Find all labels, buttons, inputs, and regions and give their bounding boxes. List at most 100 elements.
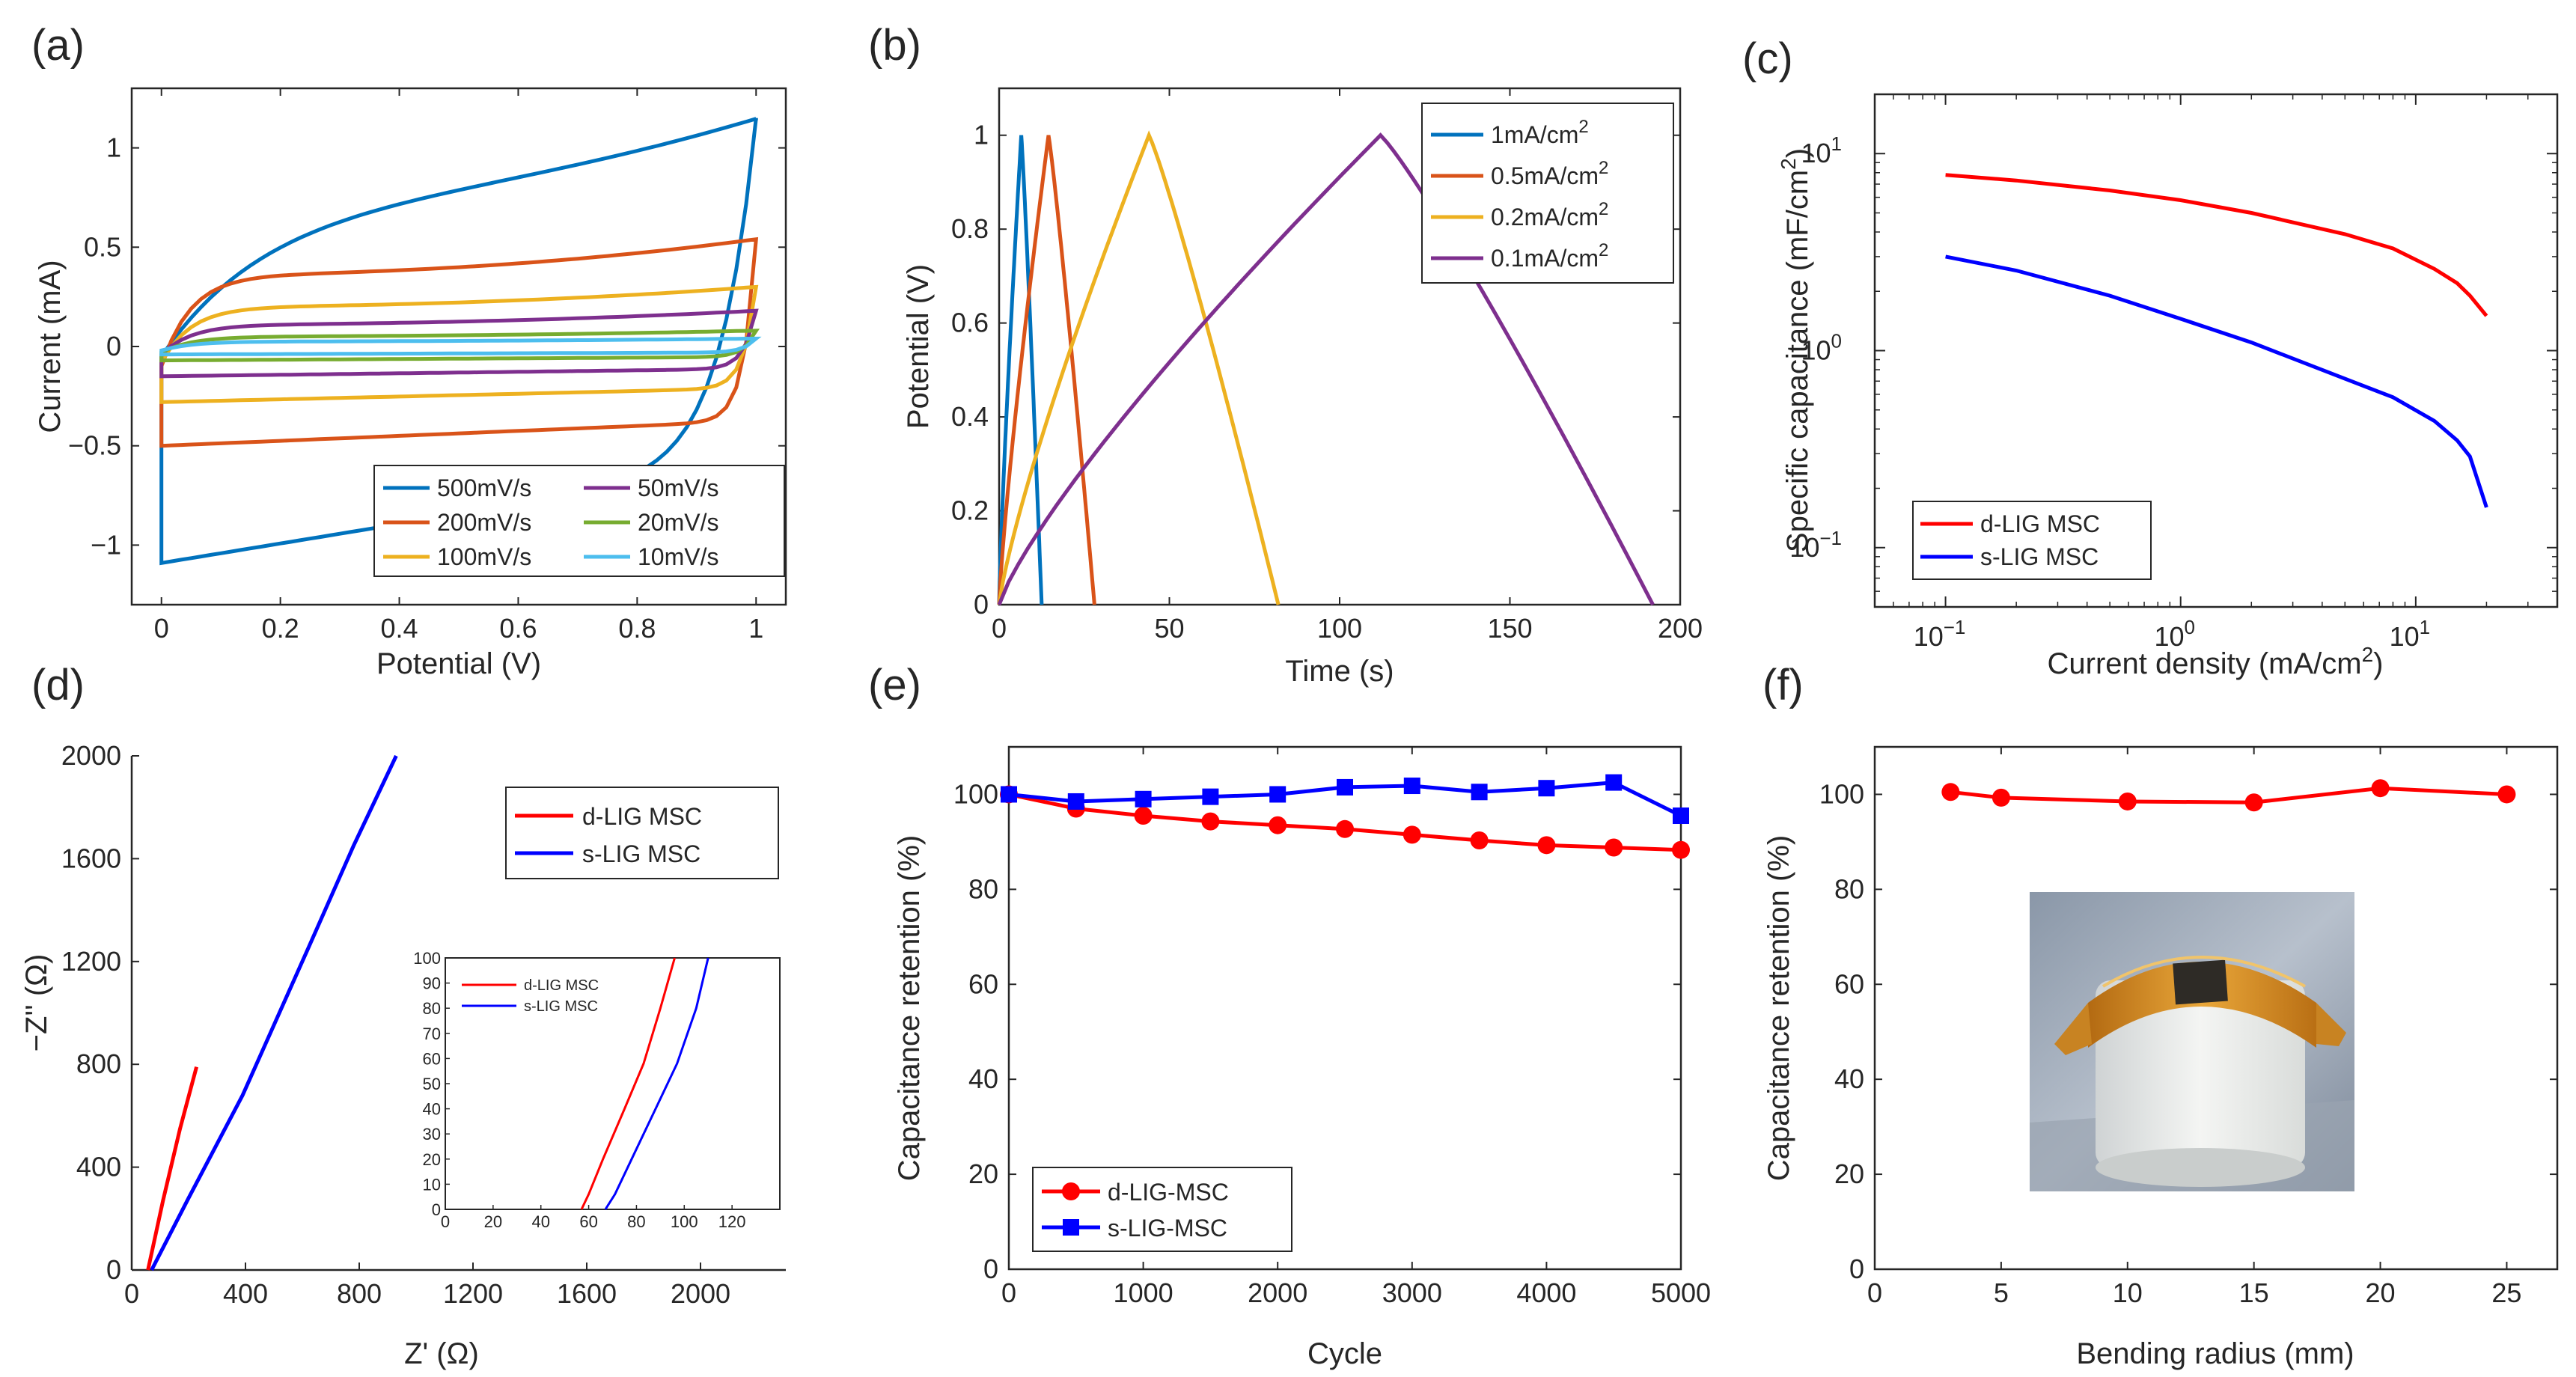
legend-label-sup: 2 xyxy=(1599,199,1608,219)
y-tick-exp: 1 xyxy=(1831,132,1842,155)
marker-bending xyxy=(2118,792,2137,810)
x-tick-label: 150 xyxy=(1487,613,1532,644)
inset-y-tick-label: 100 xyxy=(413,949,441,968)
marker-s-LIG-MSC xyxy=(1538,780,1555,797)
marker-s-LIG-MSC xyxy=(1135,790,1152,807)
legend-label: 20mV/s xyxy=(638,509,718,536)
legend-label: s-LIG-MSC xyxy=(1108,1215,1227,1242)
y-tick-label: 0.8 xyxy=(951,213,989,244)
chart-c-ylabel: Specific capacitance (mF/cm2) xyxy=(1777,148,1814,552)
legend-label: 200mV/s xyxy=(437,509,531,536)
y-tick-label: 1200 xyxy=(61,946,121,977)
x-tick-label: 0 xyxy=(154,613,169,644)
x-tick-label: 200 xyxy=(1658,613,1703,644)
marker-s-LIG-MSC xyxy=(1269,786,1287,803)
chart-b: 0 50 100 150 200 0 0.2 0.4 0.6 0.8 1 Time (s) Pote… xyxy=(902,87,1703,688)
marker-bending xyxy=(1991,788,2010,807)
x-tick-label: 0 xyxy=(992,613,1007,644)
x-tick-label: 10−1 xyxy=(1914,616,1966,652)
x-tick-exp: 0 xyxy=(2185,616,2195,638)
gcd-curve-0.1mA/cm xyxy=(997,132,1655,606)
legend-label: s-LIG MSC xyxy=(582,840,701,867)
legend-label: d-LIG MSC xyxy=(1980,510,2100,537)
y-tick-label: 0 xyxy=(106,1254,121,1285)
marker-d-LIG-MSC xyxy=(1537,836,1556,855)
chart-b-ylabel: Potential (V) xyxy=(902,264,935,429)
x-tick-label: 100 xyxy=(1317,613,1362,644)
y-tick-label: 1600 xyxy=(61,843,121,873)
y-tick-label: 40 xyxy=(1834,1063,1864,1094)
y-tick-label: 1 xyxy=(974,120,989,150)
bent-device-photo xyxy=(2030,892,2354,1191)
legend-marker xyxy=(1063,1219,1079,1236)
chart-a: 0 0.2 0.4 0.6 0.8 1−1−0.500.51 Potential (V) … xyxy=(34,87,787,680)
legend-label-sup: 2 xyxy=(1578,117,1588,137)
chart-f-ylabel: Capacitance retention (%) xyxy=(1762,835,1795,1181)
y-tick-base: 10 xyxy=(1801,335,1831,366)
nyquist-line-s-LIG MSC xyxy=(150,754,398,1271)
y-tick-label: 0 xyxy=(1849,1254,1864,1284)
inset-x-tick-label: 100 xyxy=(671,1212,698,1231)
chart-e-xlabel: Cycle xyxy=(1307,1337,1382,1370)
x-tick-label: 20 xyxy=(2366,1277,2396,1308)
x-tick-label: 5000 xyxy=(1651,1277,1711,1308)
nyquist-line-d-LIG MSC xyxy=(146,1066,199,1271)
chart-a-xlabel: Potential (V) xyxy=(376,647,541,680)
x-tick-label: 0.2 xyxy=(262,613,299,644)
cv-loop-10mV/s xyxy=(159,336,762,357)
legend-label: 1mA/cm2 xyxy=(1491,117,1589,148)
inset-x-tick-label: 80 xyxy=(627,1212,645,1231)
chart-e-ylabel: Capacitance retention (%) xyxy=(893,835,926,1181)
inset-frame xyxy=(445,957,781,1210)
panel-label-f: (f) xyxy=(1762,661,1804,709)
x-tick-label: 1200 xyxy=(443,1278,503,1309)
y-tick-label: 60 xyxy=(968,968,998,999)
cv-loop-50mV/s xyxy=(159,308,759,379)
inset-x-tick-label: 20 xyxy=(484,1212,502,1231)
inset-y-tick-label: 0 xyxy=(432,1200,441,1219)
inset-y-tick-label: 40 xyxy=(423,1100,441,1119)
cv-loop-500mV/s xyxy=(159,117,758,566)
legend-label: 100mV/s xyxy=(437,543,531,570)
legend-label: 0.2mA/cm2 xyxy=(1491,199,1608,230)
inset-y-tick-label: 70 xyxy=(423,1025,441,1043)
legend-box xyxy=(1032,1167,1292,1252)
marker-s-LIG-MSC xyxy=(1337,778,1353,796)
chart-a-ylabel: Current (mA) xyxy=(34,260,67,433)
legend-label-text: 1mA/cm xyxy=(1491,121,1578,148)
y-tick-label: 80 xyxy=(1834,873,1864,904)
x-tick-label: 0.8 xyxy=(618,613,656,644)
y-tick-label: −0.5 xyxy=(68,430,121,461)
y-tick-label: 0 xyxy=(974,589,989,620)
panel-label-a: (a) xyxy=(31,21,85,70)
legend-label: d-LIG MSC xyxy=(582,803,702,830)
x-tick-base: 10 xyxy=(1914,621,1944,652)
inset-y-tick-label: 30 xyxy=(423,1125,441,1144)
marker-d-LIG-MSC xyxy=(1672,840,1690,859)
marker-d-LIG-MSC xyxy=(1470,831,1489,850)
marker-bending xyxy=(1941,783,1960,802)
legend-label: 50mV/s xyxy=(638,474,718,501)
inset-y-tick-label: 20 xyxy=(423,1150,441,1169)
legend-label: 10mV/s xyxy=(638,543,718,570)
legend-label-sup: 2 xyxy=(1599,158,1608,178)
inset-y-tick-label: 50 xyxy=(423,1075,441,1093)
y-tick-label: 0.4 xyxy=(951,401,989,432)
x-tick-label: 0.4 xyxy=(381,613,418,644)
legend-label: d-LIG-MSC xyxy=(1108,1179,1229,1206)
legend-label: 0.1mA/cm2 xyxy=(1491,240,1608,272)
chart-d-ylabel: −Z'' (Ω) xyxy=(20,954,53,1052)
x-tick-label: 0.6 xyxy=(499,613,537,644)
inset-y-tick-label: 90 xyxy=(423,974,441,993)
legend-label-text: 0.1mA/cm xyxy=(1491,245,1599,272)
y-tick-label: 100 xyxy=(1819,778,1864,809)
marker-d-LIG-MSC xyxy=(1134,807,1153,825)
y-tick-label: 60 xyxy=(1834,968,1864,999)
chart-e-frame xyxy=(1007,745,1682,1271)
capacitance-line-d-LIG MSC xyxy=(1945,173,2488,317)
marker-s-LIG-MSC xyxy=(1403,778,1420,795)
y-tick-label: 101 xyxy=(1801,132,1842,168)
x-tick-label: 100 xyxy=(2154,616,2195,652)
legend-box xyxy=(1912,501,2152,580)
